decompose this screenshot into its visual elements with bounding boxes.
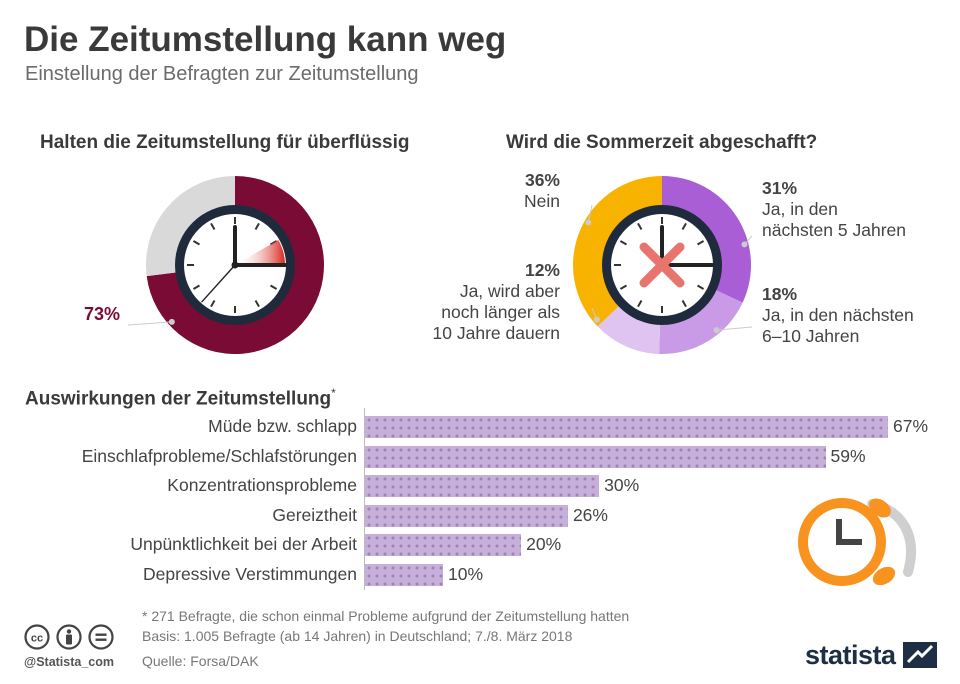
svg-text:cc: cc <box>31 633 43 645</box>
bar-mark <box>365 534 522 556</box>
left-value-label: 73% <box>84 304 121 324</box>
source-text: Quelle: Forsa/DAK <box>142 653 259 669</box>
bar-value-label: 59% <box>830 445 866 466</box>
label-ja-6-10-line2: 6–10 Jahren <box>762 326 860 346</box>
bar-category-label: Müde bzw. schlapp <box>208 416 357 436</box>
donut-left-slice-1 <box>146 176 324 354</box>
bar-category-label: Konzentrationsprobleme <box>167 475 357 495</box>
bar-mark <box>365 475 600 497</box>
label-ja-laenger-value: 12% <box>524 260 560 280</box>
label-nein-value: 36% <box>524 170 560 190</box>
label-ja-5-line2: nächsten 5 Jahren <box>762 220 906 240</box>
label-ja-laenger-line3: 10 Jahre dauern <box>432 323 560 343</box>
cross-icon <box>639 242 685 288</box>
footnote-text: * 271 Befragte, die schon einmal Problem… <box>142 608 630 624</box>
license-icons: cc <box>24 624 114 650</box>
left-panel-title: Halten die Zeitumstellung für überflüssi… <box>40 132 410 153</box>
bar-mark <box>365 563 444 586</box>
donut-right-slice-2 <box>659 289 743 354</box>
donut-right-slice-1 <box>662 176 751 303</box>
donut-right-slice-4 <box>573 176 662 327</box>
bars-title-text: Auswirkungen der Zeitumstellung <box>25 388 332 410</box>
label-ja-6-10-value: 18% <box>762 284 798 304</box>
footnote: * 271 Befragte, die schon einmal Problem… <box>142 606 629 671</box>
bar-mark <box>365 445 826 468</box>
statista-logo-text: statista <box>805 640 896 670</box>
bar-mark <box>365 416 888 438</box>
alarm-clock-icon <box>798 498 916 586</box>
page-subtitle: Einstellung der Befragten zur Zeitumstel… <box>25 63 419 85</box>
bar-value-label: 26% <box>572 504 608 525</box>
cross-icon <box>639 242 685 288</box>
right-panel-title: Wird die Sommerzeit abgeschafft? <box>506 132 818 153</box>
bar-value-label: 10% <box>448 563 484 584</box>
basis-text: Basis: 1.005 Befragte (ab 14 Jahren) in … <box>142 628 573 644</box>
statista-handle[interactable]: @Statista_com <box>24 655 114 669</box>
no-derivatives-icon <box>88 624 114 650</box>
bar-category-label: Einschlafprobleme/Schlafstörungen <box>81 445 357 466</box>
bar-category-label: Depressive Verstimmungen <box>143 563 357 584</box>
label-nein-text: Nein <box>524 191 560 211</box>
clock-time-wedge <box>235 240 285 265</box>
page-title: Die Zeitumstellung kann weg <box>24 20 507 59</box>
label-nein: 36% Nein <box>524 170 560 212</box>
statista-logo-icon <box>903 642 937 668</box>
bar-value-label: 20% <box>526 534 562 554</box>
attribution-icon <box>56 624 82 650</box>
bars-panel-title: Auswirkungen der Zeitumstellung* <box>25 386 336 410</box>
statista-logo[interactable]: statista <box>805 640 896 671</box>
label-ja-laenger: 12% Ja, wird aber noch länger als 10 Jah… <box>433 260 560 344</box>
bar-value-label: 67% <box>893 416 929 436</box>
label-ja-5: 31% Ja, in den nächsten 5 Jahren <box>762 178 906 241</box>
label-ja-5-value: 31% <box>762 178 798 198</box>
donut-left-slice-2 <box>146 176 235 277</box>
bar-category-label: Gereiztheit <box>272 504 357 525</box>
bar-value-label: 30% <box>604 475 640 495</box>
bar-category-label: Unpünktlichkeit bei der Arbeit <box>130 534 357 554</box>
bar-mark <box>365 504 568 527</box>
cc-icon: cc <box>24 624 50 650</box>
label-ja-6-10-line1: Ja, in den nächsten <box>762 305 914 325</box>
label-ja-6-10: 18% Ja, in den nächsten 6–10 Jahren <box>762 284 914 347</box>
donut-right-slice-3 <box>597 305 661 354</box>
label-ja-laenger-line2: noch länger als <box>441 302 560 322</box>
bar-axis-line <box>364 408 365 590</box>
bars-title-marker: * <box>331 386 336 400</box>
label-ja-5-line1: Ja, in den <box>762 199 838 219</box>
label-ja-laenger-line1: Ja, wird aber <box>459 281 560 301</box>
